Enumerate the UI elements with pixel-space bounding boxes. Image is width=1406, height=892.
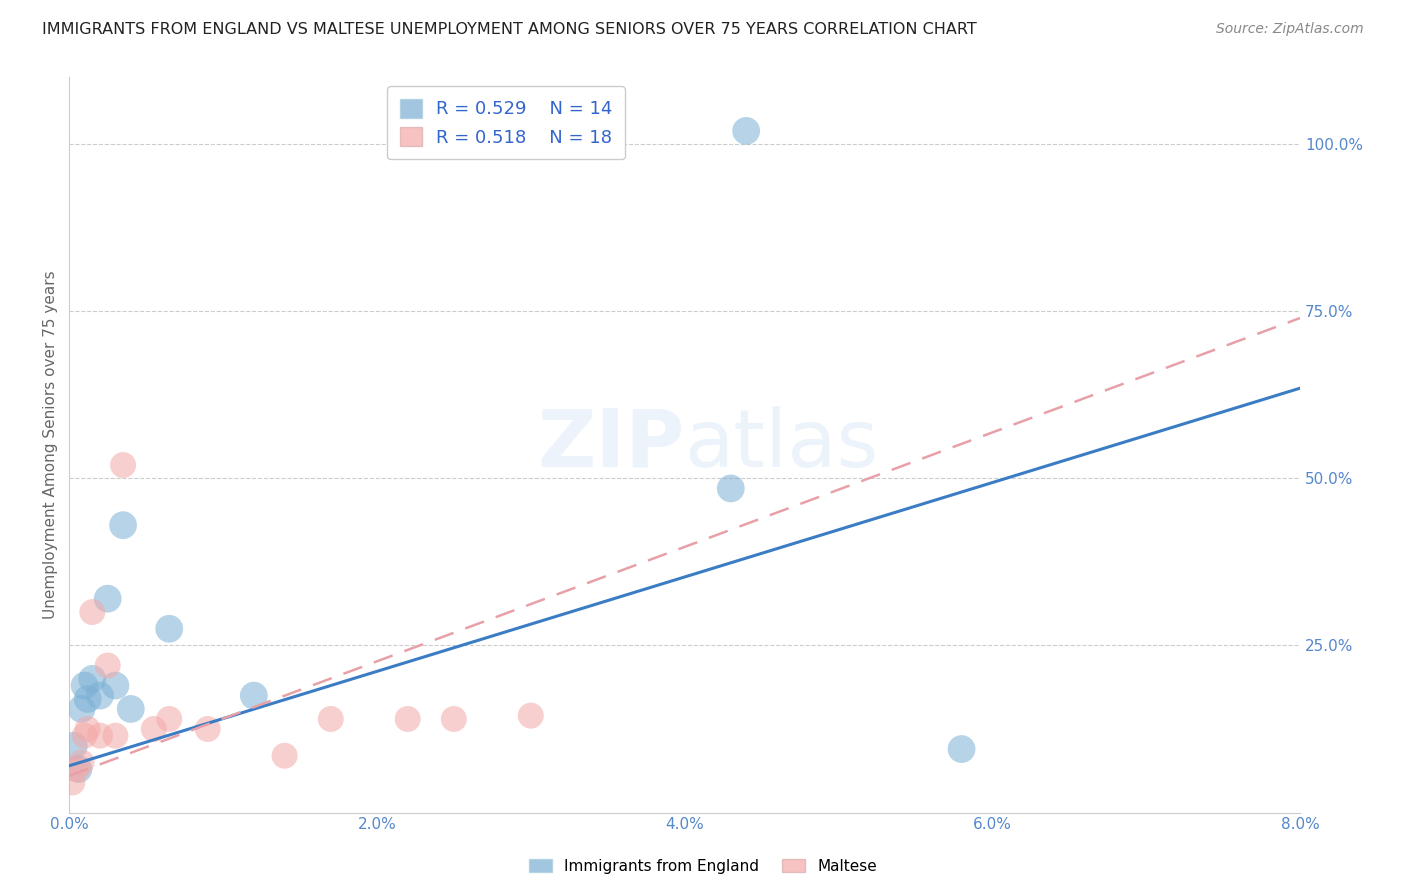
Point: [157, 712, 180, 726]
Point: [243, 689, 266, 703]
Legend: Immigrants from England, Maltese: Immigrants from England, Maltese: [523, 853, 883, 880]
Point: [157, 622, 180, 636]
Point: [273, 748, 295, 763]
Point: [63, 739, 86, 753]
Point: [950, 742, 973, 756]
Point: [104, 679, 127, 693]
Y-axis label: Unemployment Among Seniors over 75 years: Unemployment Among Seniors over 75 years: [44, 270, 58, 619]
Point: [73, 679, 96, 693]
Text: atlas: atlas: [685, 406, 879, 484]
Legend: R = 0.529    N = 14, R = 0.518    N = 18: R = 0.529 N = 14, R = 0.518 N = 18: [387, 87, 626, 160]
Point: [97, 658, 120, 673]
Point: [73, 729, 96, 743]
Point: [67, 762, 90, 776]
Point: [89, 729, 111, 743]
Point: [735, 124, 758, 138]
Point: [82, 672, 104, 686]
Point: [104, 729, 127, 743]
Point: [76, 692, 98, 706]
Point: [319, 712, 342, 726]
Point: [70, 756, 93, 770]
Point: [82, 605, 104, 619]
Text: Source: ZipAtlas.com: Source: ZipAtlas.com: [1216, 22, 1364, 37]
Point: [70, 702, 93, 716]
Point: [120, 702, 142, 716]
Point: [520, 708, 543, 723]
Text: IMMIGRANTS FROM ENGLAND VS MALTESE UNEMPLOYMENT AMONG SENIORS OVER 75 YEARS CORR: IMMIGRANTS FROM ENGLAND VS MALTESE UNEMP…: [42, 22, 977, 37]
Point: [89, 689, 111, 703]
Point: [720, 482, 742, 496]
Point: [112, 458, 135, 472]
Point: [142, 722, 165, 736]
Point: [97, 591, 120, 606]
Point: [396, 712, 419, 726]
Text: ZIP: ZIP: [537, 406, 685, 484]
Point: [443, 712, 465, 726]
Point: [60, 775, 83, 789]
Point: [112, 518, 135, 533]
Point: [197, 722, 219, 736]
Point: [76, 722, 98, 736]
Point: [66, 762, 89, 776]
